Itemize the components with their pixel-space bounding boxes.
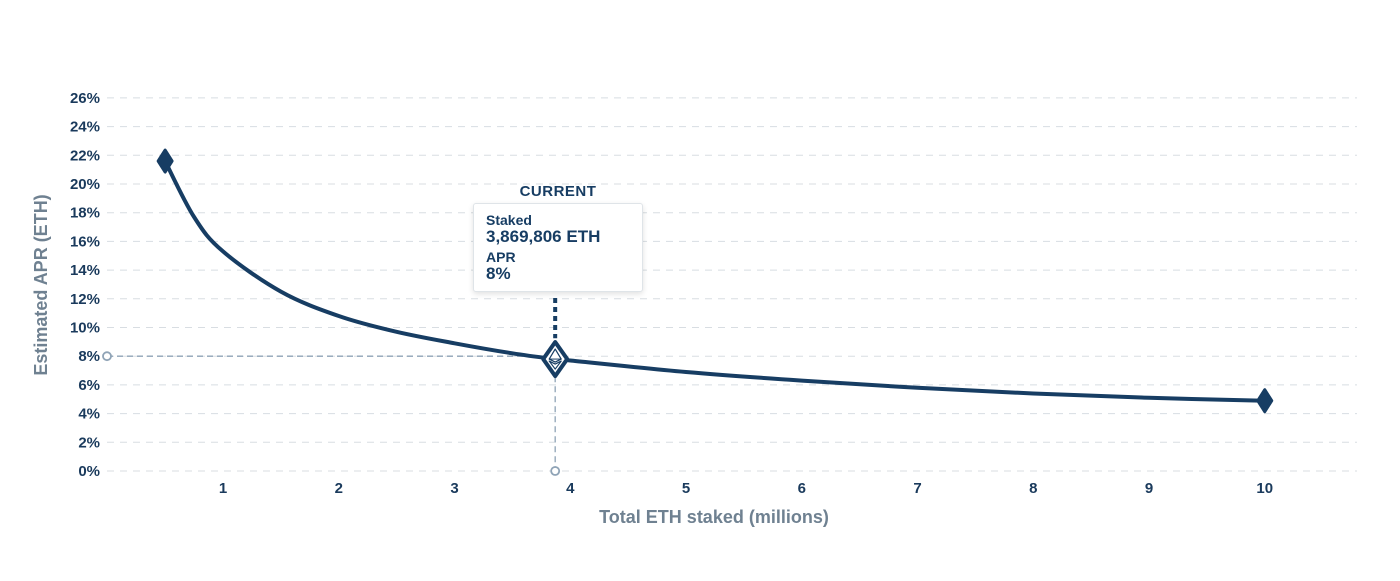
apr-label: APR xyxy=(486,249,516,265)
start-point-marker xyxy=(156,148,174,174)
apr-value: 8% xyxy=(486,264,511,283)
y-tick-label: 6% xyxy=(78,377,100,394)
y-tick-label: 24% xyxy=(70,119,100,136)
y-tick-label: 0% xyxy=(78,463,100,480)
current-label: CURRENT xyxy=(520,183,597,200)
apr-curve-line xyxy=(163,159,1267,403)
x-tick-label: 5 xyxy=(682,480,690,497)
x-tick-label: 6 xyxy=(798,480,806,497)
x-axis-ticks: 1 2 3 4 5 6 7 8 9 10 xyxy=(219,480,1273,497)
x-tick-label: 3 xyxy=(450,480,458,497)
x-axis-guide-dot xyxy=(550,466,561,476)
y-axis-title: Estimated APR (ETH) xyxy=(31,194,51,375)
x-tick-label: 2 xyxy=(335,480,343,497)
point-markers xyxy=(156,148,1274,414)
x-tick-label: 10 xyxy=(1256,480,1273,497)
y-tick-label: 20% xyxy=(70,176,100,193)
y-tick-label: 26% xyxy=(70,90,100,107)
x-axis-title: Total ETH staked (millions) xyxy=(599,507,829,527)
current-tooltip: Staked 3,869,806 ETH APR 8% xyxy=(473,203,643,292)
y-tick-label: 22% xyxy=(70,147,100,164)
current-eth-marker xyxy=(541,340,570,379)
y-tick-label: 14% xyxy=(70,262,100,279)
x-tick-label: 7 xyxy=(913,480,921,497)
x-tick-label: 1 xyxy=(219,480,227,497)
y-axis-guide-dot xyxy=(102,351,112,362)
y-tick-label: 10% xyxy=(70,320,100,337)
y-tick-label: 4% xyxy=(78,406,100,423)
y-tick-label: 16% xyxy=(70,233,100,250)
current-guide-lines xyxy=(102,298,561,476)
x-tick-label: 4 xyxy=(566,480,575,497)
y-tick-label: 8% xyxy=(78,348,100,365)
end-point-marker xyxy=(1256,388,1274,414)
y-tick-label: 2% xyxy=(78,434,100,451)
staked-value: 3,869,806 ETH xyxy=(486,227,601,246)
x-tick-label: 8 xyxy=(1029,480,1037,497)
x-tick-label: 9 xyxy=(1145,480,1153,497)
y-tick-label: 12% xyxy=(70,291,100,308)
y-axis-ticks: 0% 2% 4% 6% 8% 10% 12% 14% 16% 18% 20% 22% 24% 26% xyxy=(70,90,100,480)
grid-lines xyxy=(107,97,1357,472)
ethereum-icon xyxy=(548,348,562,370)
staked-label: Staked xyxy=(486,212,532,228)
y-tick-label: 18% xyxy=(70,205,100,222)
